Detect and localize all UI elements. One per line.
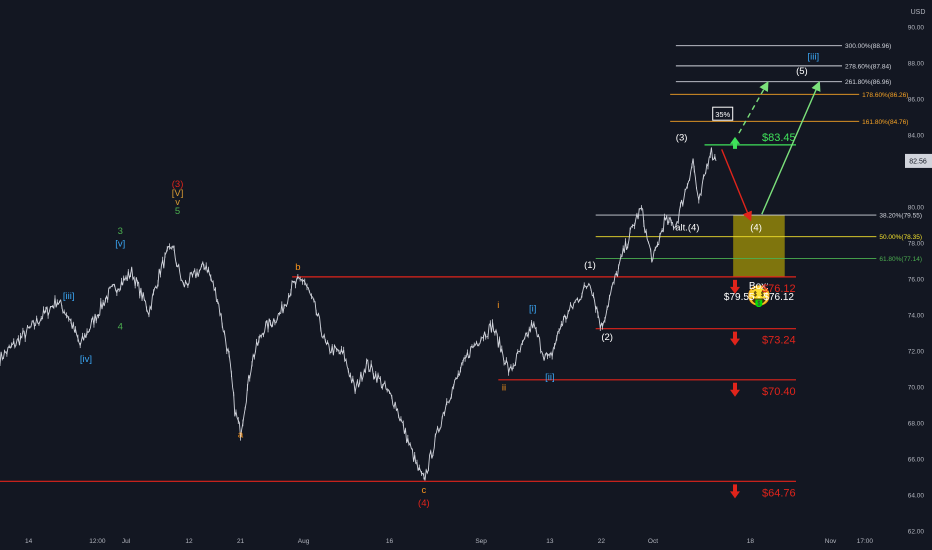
x-tick-label: 18 xyxy=(747,538,755,545)
box-label-title: Box: xyxy=(749,281,769,292)
wave-label: (3) xyxy=(172,179,184,190)
level-down-arrow-icon xyxy=(730,331,740,346)
wave-label: (5) xyxy=(796,66,808,77)
wave-label: 4 xyxy=(118,321,123,332)
price-levels-layer: $76.12 $73.24 $70.40 $64.76 $83.45 xyxy=(0,132,796,499)
x-tick-label: Jul xyxy=(122,538,131,545)
wave-label: (2) xyxy=(601,332,613,343)
y-tick-label: 80.00 xyxy=(908,205,925,212)
wave-label: [i] xyxy=(529,303,536,314)
x-tick-label: 13 xyxy=(546,538,554,545)
projection-arrow xyxy=(721,149,752,222)
wave-label: [iii] xyxy=(63,291,75,302)
wave-label: v xyxy=(175,197,180,208)
wave-label: [iv] xyxy=(80,354,92,365)
fib-label: 161.80%(84.76) xyxy=(862,119,908,126)
x-tick-label: 17:00 xyxy=(857,538,874,545)
x-tick-label: 16 xyxy=(386,538,394,545)
y-tick-label: 86.00 xyxy=(908,97,925,104)
wave-label: (1) xyxy=(584,260,596,271)
y-tick-label: 64.00 xyxy=(908,493,925,500)
probability-box xyxy=(712,106,734,121)
y-tick-label: 88.00 xyxy=(908,61,925,68)
x-tick-label: Oct xyxy=(648,538,658,545)
y-tick-label: 68.00 xyxy=(908,421,925,428)
probability-label: 35% xyxy=(715,110,730,119)
last-price-badge xyxy=(905,153,932,168)
y-tick-label: 74.00 xyxy=(908,313,925,320)
x-axis[interactable]: 14 12:00 Jul 12 21 Aug 16 Sep 13 22 Oct 18 Nov 17:00 xyxy=(25,538,873,545)
level-label: $73.24 xyxy=(762,335,796,347)
y-tick-label: 76.00 xyxy=(908,277,925,284)
box-emoji: 🤑 xyxy=(746,284,771,307)
y-axis[interactable]: 90.00 88.00 86.00 84.00 80.00 78.00 76.00 74.00… xyxy=(905,25,932,536)
level-label: $83.45 xyxy=(762,132,796,144)
fib-label: 50.00%(78.35) xyxy=(879,234,922,241)
y-tick-label: 78.00 xyxy=(908,241,925,248)
wave-label: alt.(4) xyxy=(675,222,699,233)
projection-arrow xyxy=(738,81,769,134)
level-up-arrow-icon xyxy=(730,136,740,149)
box-label-range: $79.55 - $76.12 xyxy=(724,292,794,303)
wave-label: i xyxy=(497,300,499,311)
wave-label: c xyxy=(421,485,426,496)
x-tick-label: 12:00 xyxy=(89,538,106,545)
fib-label: 178.60%(86.26) xyxy=(862,92,908,99)
y-tick-label: 70.00 xyxy=(908,385,925,392)
level-label: $64.76 xyxy=(762,487,796,499)
y-tick-label: 84.00 xyxy=(908,133,925,140)
x-tick-label: 12 xyxy=(185,538,193,545)
x-tick-label: Nov xyxy=(825,538,837,545)
wave-label: (4) xyxy=(418,498,430,509)
x-tick-label: 22 xyxy=(598,538,606,545)
wave-label: [iii] xyxy=(808,51,820,62)
wave-label: [V] xyxy=(172,188,184,199)
fib-label: 278.60%(87.84) xyxy=(845,63,891,70)
level-down-arrow-icon xyxy=(730,279,740,294)
wave-label: [ii] xyxy=(545,372,555,383)
projection-arrow xyxy=(761,81,821,215)
fib-label: 261.80%(86.96) xyxy=(845,79,891,86)
level-down-arrow-icon xyxy=(730,484,740,499)
y-tick-label: 62.00 xyxy=(908,529,925,536)
x-tick-label: 21 xyxy=(237,538,245,545)
y-tick-label: 72.00 xyxy=(908,349,925,356)
wave-label: (4) xyxy=(750,222,762,233)
wave-label: 5 xyxy=(175,206,180,217)
wave-label: (3) xyxy=(676,132,688,143)
x-tick-label: Aug xyxy=(298,538,310,545)
fib-label: 38.20%(79.55) xyxy=(879,213,922,220)
target-box xyxy=(733,215,785,277)
level-label: $76.12 xyxy=(762,283,796,295)
x-tick-label: 14 xyxy=(25,538,33,545)
last-price-label: 82.56 xyxy=(909,158,927,165)
price-series-layer xyxy=(0,147,717,481)
currency-label: USD xyxy=(911,9,926,16)
y-tick-label: 90.00 xyxy=(908,25,925,32)
wave-label: ii xyxy=(502,383,506,394)
wave-label: b xyxy=(295,262,300,273)
level-label: $70.40 xyxy=(762,386,796,398)
wave-label: 3 xyxy=(118,226,123,237)
x-tick-label: Sep xyxy=(475,538,487,545)
fib-label: 61.80%(77.14) xyxy=(879,256,922,263)
fib-levels-layer: 300.00%(88.96) 278.60%(87.84) 261.80%(86.9… xyxy=(595,43,922,263)
price-line xyxy=(0,147,717,481)
wave-label: a xyxy=(238,429,244,440)
projection-arrows-layer: 35% xyxy=(712,81,821,222)
y-tick-label: 66.00 xyxy=(908,457,925,464)
level-down-arrow-icon xyxy=(730,382,740,397)
target-box-layer: 🤑Box:$79.55 - $76.12 xyxy=(724,215,794,307)
wave-label: [v] xyxy=(115,239,125,250)
fib-label: 300.00%(88.96) xyxy=(845,43,891,50)
